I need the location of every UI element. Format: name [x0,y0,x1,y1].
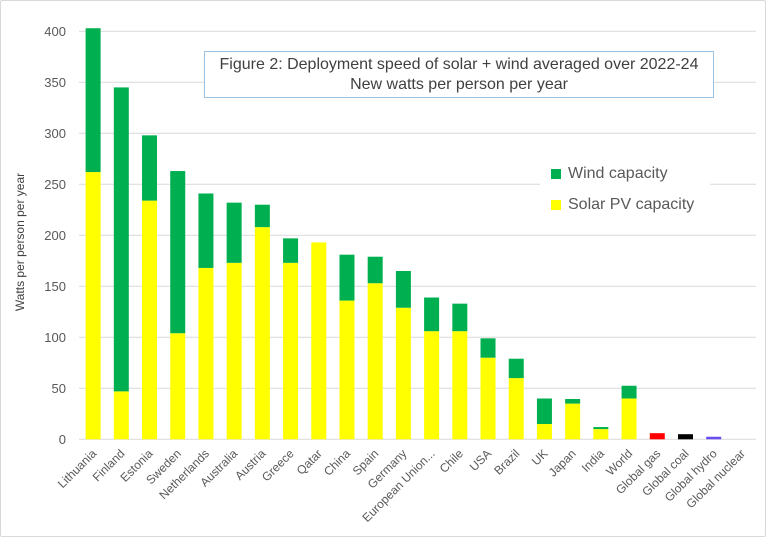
x-tick-label: Greece [259,446,297,484]
bar-wind [226,202,242,263]
x-tick-label: Qatar [294,447,325,478]
chart-title-box: Figure 2: Deployment speed of solar + wi… [204,51,714,98]
bar-wind [536,398,552,424]
y-tick-label: 200 [44,228,66,243]
y-tick-label: 150 [44,279,66,294]
bar-wind [198,193,214,268]
bars [85,28,722,440]
bar-wind [424,297,440,332]
bar-wind [508,358,524,379]
bar-solar [424,331,440,440]
bar-wind [565,399,581,404]
y-tick-label: 400 [44,24,66,39]
x-tick-label: Japan [546,447,579,480]
bar-solar [226,262,242,440]
bar-solar [283,262,299,440]
bar-wind [85,28,101,173]
bar-wind [170,171,186,334]
bar-solar [480,357,496,440]
x-tick-label: Brazil [491,447,522,478]
x-tick-label: China [321,446,353,478]
bar-solar [593,429,609,440]
bar-solar [565,403,581,440]
bar-global-gas [649,433,665,440]
bar-wind [367,256,383,284]
bar-global-hydro [706,436,722,440]
x-tick-label: USA [467,447,494,474]
x-tick-label: India [579,446,608,475]
bar-solar [311,242,327,440]
legend-item-solar: Solar PV capacity [540,189,710,220]
bar-wind [113,87,129,392]
bar-solar [170,333,186,440]
x-tick-labels: LithuaniaFinlandEstoniaSwedenNetherlands… [55,446,748,525]
y-tick-label: 100 [44,330,66,345]
legend: Wind capacity Solar PV capacity [540,158,710,220]
bar-solar [198,267,214,440]
bar-wind [480,338,496,358]
y-tick-label: 0 [59,432,66,447]
legend-swatch-solar [551,199,561,210]
bar-global-coal [677,434,693,440]
bar-wind [452,303,468,332]
bar-wind [339,254,355,301]
bar-solar [536,424,552,440]
bar-solar [339,300,355,440]
legend-label-wind: Wind capacity [568,164,668,182]
x-tick-label: Chile [437,446,466,475]
y-tick-labels: 0 50 100 150 200 250 300 350 400 [44,24,66,447]
bar-solar [621,398,637,440]
y-tick-label: 350 [44,75,66,90]
bar-solar [367,283,383,440]
y-tick-label: 300 [44,126,66,141]
bar-solar [113,391,129,440]
bar-solar [85,172,101,440]
bar-solar [395,307,411,440]
y-tick-label: 250 [44,177,66,192]
bar-wind [395,271,411,308]
legend-swatch-wind [551,168,561,179]
chart-subtitle: New watts per person per year [350,76,568,93]
bar-wind [593,427,609,430]
bar-wind [621,385,637,399]
bar-solar [508,378,524,440]
bar-wind [283,238,299,263]
y-axis-label: Watts per person per year [13,173,27,311]
bar-solar [452,331,468,440]
y-tick-label: 50 [52,381,66,396]
legend-item-wind: Wind capacity [540,158,710,189]
bar-wind [142,135,158,201]
x-tick-label: UK [529,447,551,469]
chart-title: Figure 2: Deployment speed of solar + wi… [219,56,699,73]
bar-solar [142,200,158,440]
x-tick-label: Lithuania [55,446,100,491]
bar-wind [254,204,270,228]
legend-label-solar: Solar PV capacity [568,195,695,213]
bar-solar [254,227,270,440]
